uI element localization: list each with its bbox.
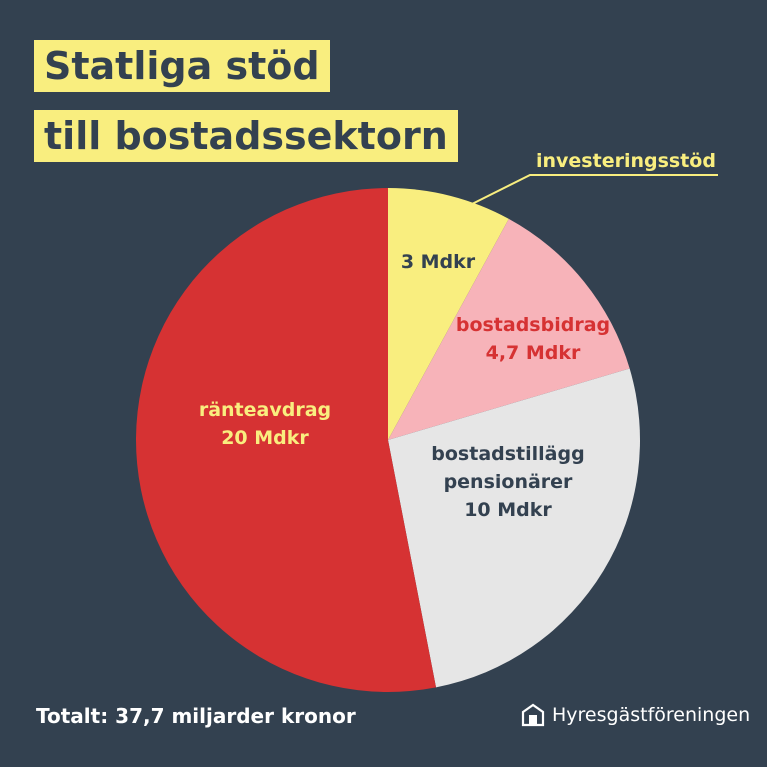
callout-label-investeringsstod: investeringsstöd bbox=[536, 150, 716, 172]
slice-label-3: ränteavdrag 20 Mdkr bbox=[199, 399, 331, 449]
total-label: Totalt: 37,7 miljarder kronor bbox=[36, 704, 356, 728]
pie-slice-2 bbox=[388, 368, 640, 688]
callout-leader-line bbox=[469, 174, 718, 206]
brand-name: Hyresgästföreningen bbox=[552, 704, 751, 726]
slice-label-0: 3 Mdkr bbox=[401, 251, 476, 273]
page-title-line-2: till bostadssektorn bbox=[34, 110, 458, 162]
pie-slice-0 bbox=[388, 188, 509, 440]
house-logo-icon bbox=[521, 703, 545, 727]
slice-label-2: bostadstillägg pensionärer 10 Mdkr bbox=[431, 443, 584, 521]
pie-slice-1 bbox=[388, 218, 630, 440]
pie-slice-3 bbox=[136, 188, 437, 692]
slice-label-1: bostadsbidrag 4,7 Mdkr bbox=[456, 314, 610, 364]
brand: Hyresgästföreningen bbox=[520, 702, 750, 728]
page-title-line-1: Statliga stöd bbox=[34, 40, 330, 92]
